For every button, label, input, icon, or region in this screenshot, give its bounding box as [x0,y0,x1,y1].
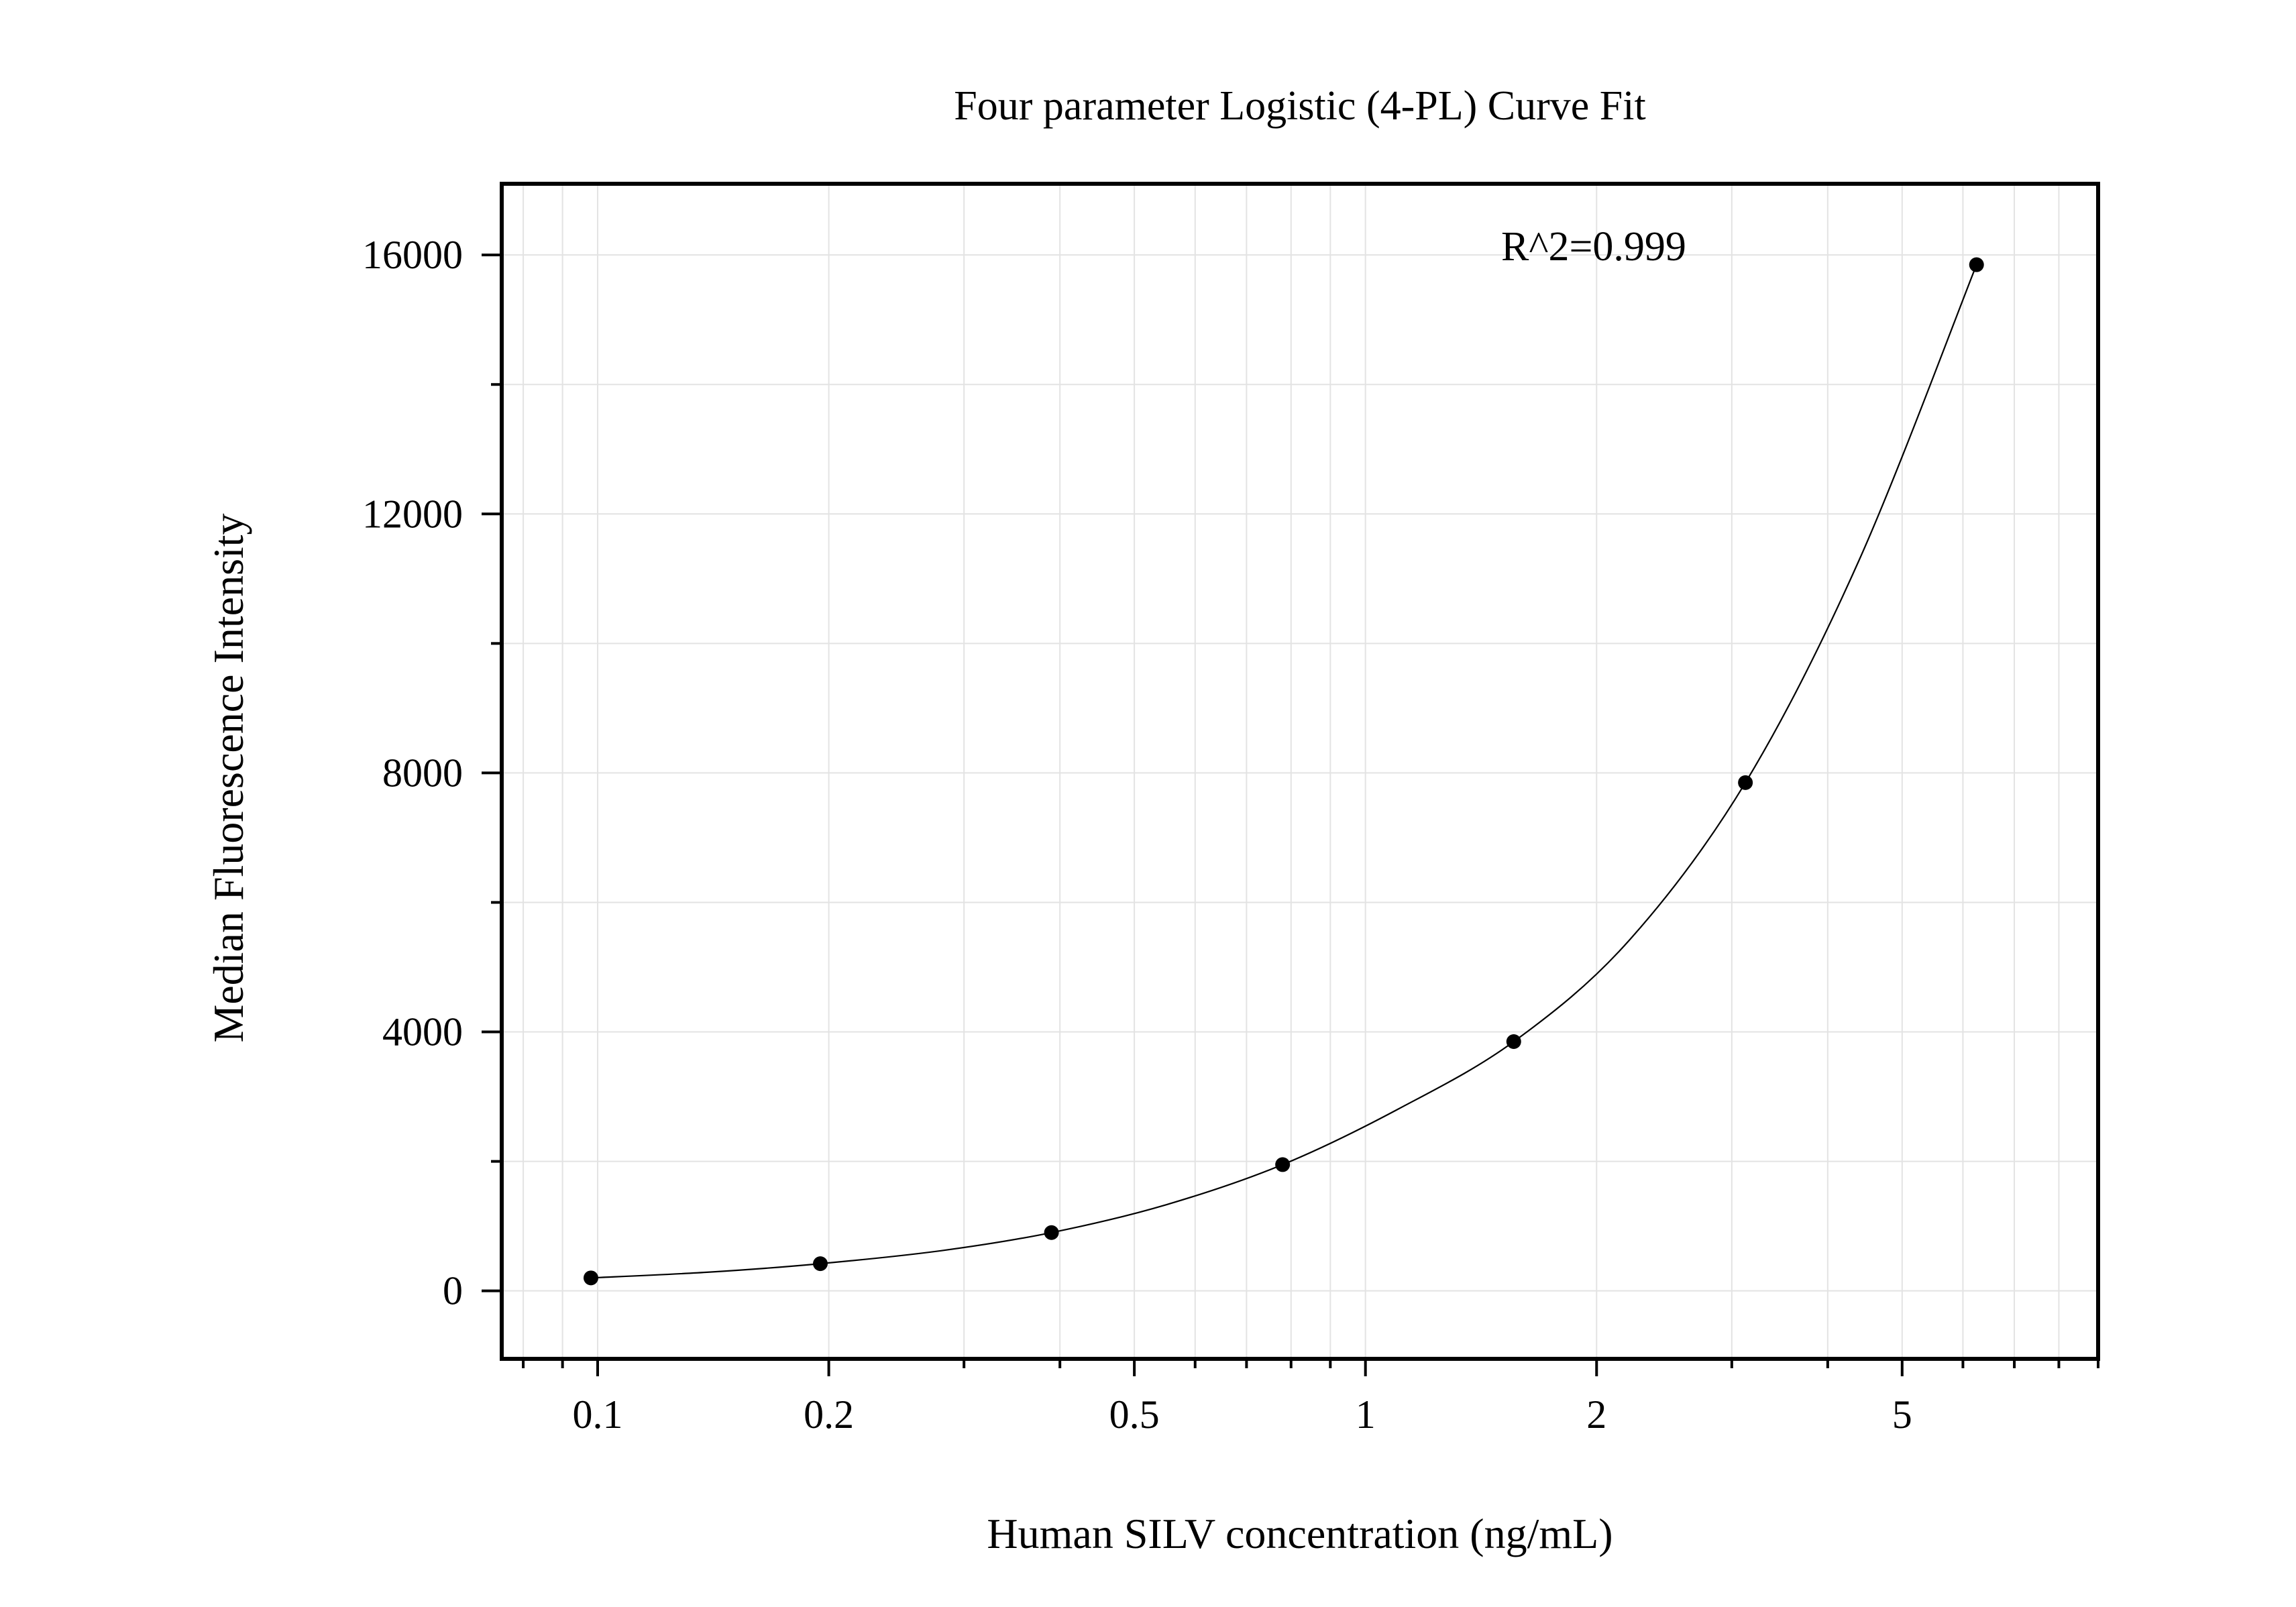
x-tick-label: 0.5 [1109,1392,1160,1437]
y-tick-label: 16000 [362,233,463,277]
x-axis-title: Human SILV concentration (ng/mL) [987,1510,1612,1557]
data-point [1969,257,1984,272]
tick-labels: 0.1 0.2 0.5 1 2 5 0 4000 8000 12000 16000 [362,233,1912,1437]
x-tick-label: 2 [1586,1392,1606,1437]
axis-ticks [482,254,2099,1376]
data-point [1275,1157,1291,1172]
r-squared-annotation: R^2=0.999 [1501,224,1686,270]
data-point [1738,775,1753,790]
grid [502,184,2099,1359]
data-point [1044,1225,1059,1240]
x-tick-label: 0.2 [804,1392,854,1437]
x-tick-label: 5 [1892,1392,1912,1437]
y-tick-label: 12000 [362,492,463,536]
y-axis-title: Median Fluorescence Intensity [205,513,252,1042]
chart-title: Four parameter Logistic (4-PL) Curve Fit [954,83,1645,129]
data-point [1506,1034,1521,1050]
data-point [813,1256,828,1272]
data-points-layer [583,257,1984,1286]
fit-curve-line [590,264,1977,1279]
fit-curve-layer [590,264,1977,1279]
x-tick-label: 0.1 [573,1392,623,1437]
y-tick-label: 4000 [382,1010,463,1054]
data-point [583,1270,598,1286]
y-tick-label: 8000 [382,751,463,795]
x-tick-label: 1 [1356,1392,1376,1437]
plot-frame [500,182,2100,1361]
y-tick-label: 0 [443,1269,463,1313]
